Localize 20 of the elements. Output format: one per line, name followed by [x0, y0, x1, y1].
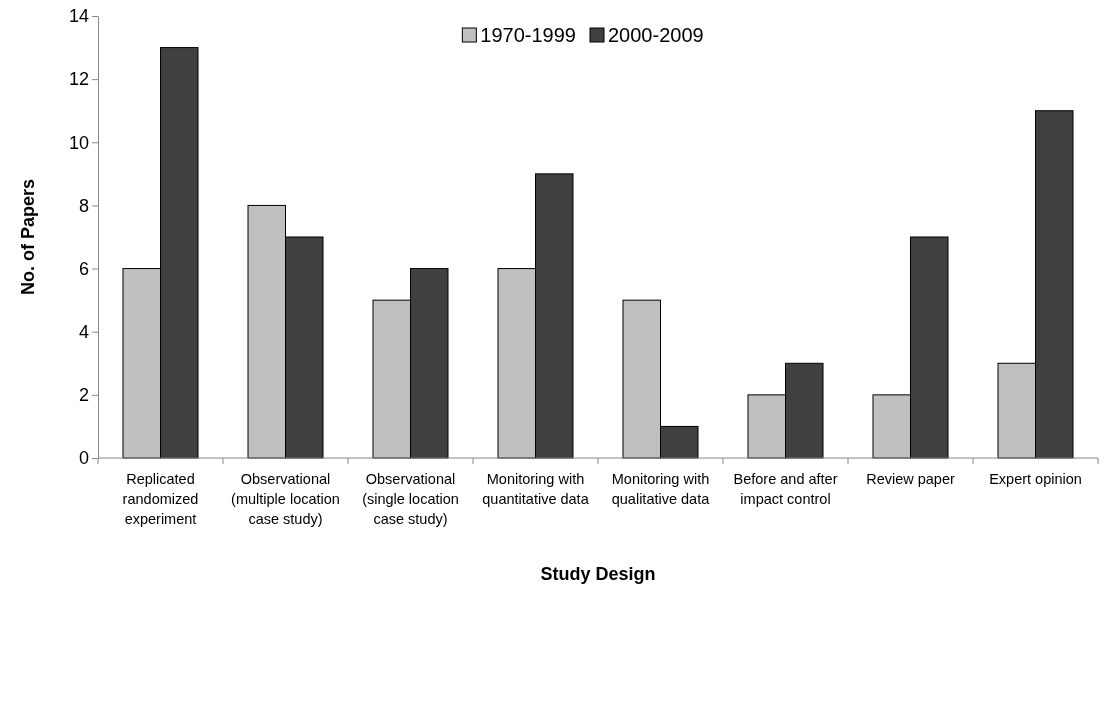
y-tick-label: 10 [68, 132, 89, 153]
legend-label: 2000-2009 [608, 24, 704, 46]
x-tick-label: Monitoring with qualitative data [611, 471, 711, 507]
x-tick-label: Review paper [866, 471, 955, 487]
y-axis-title: No. of Papers [18, 178, 38, 296]
y-tick-label: 6 [78, 258, 89, 279]
x-axis-title: Study Design [540, 564, 656, 584]
y-tick-label: 8 [78, 195, 89, 216]
x-tick-label: Before and after impact control [733, 471, 838, 507]
x-tick-label: Monitoring with quantitative data [482, 471, 590, 507]
y-tick-label: 12 [68, 69, 89, 90]
y-tick-label: 2 [78, 385, 89, 406]
x-tick-label: Replicated randomized experiment [122, 471, 199, 527]
y-tick-label: 0 [78, 448, 89, 469]
legend-label: 1970-1999 [480, 24, 576, 46]
x-tick-label: Observational (multiple location case study) [231, 471, 340, 527]
y-tick-label: 14 [68, 6, 89, 27]
y-tick-label: 4 [78, 321, 89, 342]
x-tick-label: Observational (single location case study) [362, 471, 459, 527]
x-tick-label: Expert opinion [989, 471, 1082, 487]
